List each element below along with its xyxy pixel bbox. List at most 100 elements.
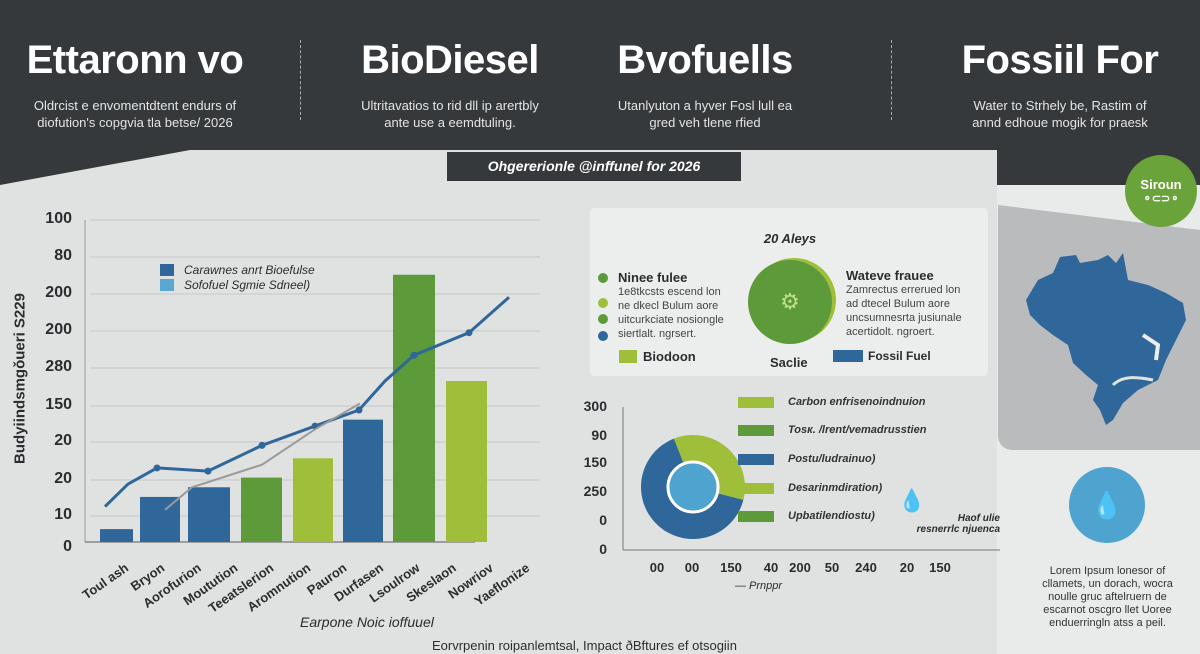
col-title: BioDiesel [361,38,539,82]
badge-label: Siroun [1140,177,1182,192]
water-drops-icon: 💧 [1069,467,1145,543]
chart-legend: Carawnes anrt Bioefulse Sofofuel Sgmie S… [160,262,315,292]
map-panel [998,205,1200,450]
x-tick-label: 200 [789,560,811,575]
divider [891,40,892,120]
bar [188,487,230,542]
text-line: cllamets, un dorach, wocra [1042,578,1173,590]
text-line: escarnot oscgro llet Uoree [1043,604,1172,616]
note-line: resnerrlc njuenca [916,524,1000,535]
card-title: 20 Aleys [763,231,817,246]
text-line: uitcurkciate nosiongle [618,314,724,326]
col-desc: Water to Strhely be, Rastim of [973,98,1147,113]
legend-label: Fossil Fuel [868,349,931,363]
x-tick-label: 50 [824,560,840,575]
legend-item: Carawnes anrt Bioefulse [160,262,315,277]
x-axis-title: Earpone Noic ioffuuel [300,614,434,630]
col-title: Bvofuells [617,38,793,82]
y-tick-label: 250 [583,483,607,499]
bar [393,274,435,542]
x-tick-label: 150 [929,560,951,575]
x-tick-label: 20 [899,560,915,575]
badge: Siroun ⚬⊂⊃⚬ [1125,155,1197,227]
header-col-fossil: Fossiil For Water to Strhely be, Rastim o… [935,38,1185,131]
line-point [153,464,161,472]
y-tick-label: 90 [591,427,607,443]
col-desc: Oldrcist e envomentdtent endurs of [33,98,237,113]
y-tick-label: 200 [45,321,72,338]
text-line: 1e8tkcsts escend lon [618,286,721,298]
card-left-title: Ninee fulee [618,270,688,285]
water-drop-icon: 💧 [898,488,926,513]
legend-label: Carbon enfrisenoindnuion [788,396,926,408]
x-tick-label: 00 [649,560,665,575]
header-col-biodiesel: BioDiesel Ultritavatios to rid dll ip are… [330,38,570,131]
donut-chart [622,407,1000,551]
x-tick-label: 150 [720,560,742,575]
bar [140,496,180,542]
x-axis-2-title: — Prnppr [735,580,783,592]
bar [100,529,133,542]
y-tick-label: 150 [45,396,72,413]
col-desc: diofution's copgvia tla betse/ 2026 [37,115,233,130]
col-desc: Ultritavatios to rid dll ip arertbly [361,98,539,113]
col-desc: ante use a eemdtuling. [384,115,516,130]
y-tick-label: 300 [583,398,607,414]
legend-label: Desarinmdiration) [788,482,883,494]
y-tick-label: 0 [63,538,72,555]
dot-icon [598,273,608,283]
y-tick-label: 80 [54,247,72,264]
bar [241,477,282,542]
header-col-ethanol: Ettaronn vo Oldrcist e envomentdtent endu… [10,38,260,131]
dot-icon [598,331,608,341]
brazil-map-icon [1026,253,1186,425]
legend-swatch [738,425,774,436]
y-tick-label: 200 [45,284,72,301]
header-col-biofuels: Bvofuells Utanlyuton a hyver Fosl lull ea… [590,38,820,131]
legend-swatch [738,397,774,408]
col-desc: gred veh tlene rfied [649,115,761,130]
legend-swatch [833,350,863,362]
y-tick-label: 20 [54,470,72,487]
right-text: Lorem Ipsum lonesor of cllamets, un dora… [1020,565,1195,630]
col-title: Ettaronn vo [26,38,244,82]
line-point [258,441,266,449]
center-label: Saclie [770,355,808,370]
text-line: acertidolt. ngroert. [846,326,935,338]
col-title: Fossiil For [961,38,1159,82]
line-point [465,329,473,337]
text-line: Lorem Ipsum lonesor of [1049,565,1166,577]
bar [343,419,383,542]
y-tick-label: 0 [599,512,607,528]
dot-icon [598,298,608,308]
y-tick-label: 10 [54,506,72,523]
chart-title-box: Ohgererionle @inffunel for 2026 [447,152,741,181]
text-line: ad dtecel Bulum aore [846,298,950,310]
molecule-icon: ⚬⊂⊃⚬ [1142,193,1180,205]
legend-item: Sofofuel Sgmie Sdneel) [160,277,315,292]
legend-label: Tosк. /lrent/vemadrusstien [788,424,927,436]
bar-line-chart [84,219,540,543]
legend-label: Upbatilendiostu) [788,510,875,522]
col-desc: Utanlyuton a hyver Fosl lull ea [617,98,793,113]
col-desc: annd edhoue mogik for praesk [972,115,1148,130]
bar [446,381,487,542]
text-line: siertlalt. ngrsert. [618,328,697,340]
legend-swatch [738,511,774,522]
legend-label: Biodoon [643,349,696,364]
y-tick-label: 150 [583,454,607,470]
note-line: Haof ulie [957,513,1000,524]
card-right-title: Wateve frauee [846,268,934,283]
y-tick-label: 0 [599,541,607,557]
globe-icon [666,460,720,514]
legend-swatch [738,483,774,494]
series-line [164,402,361,511]
y-tick-label: 20 [54,432,72,449]
x-tick-label: 240 [855,560,877,575]
water-note: Haof ulie resnerrlc njuenca [900,513,1000,535]
divider [300,40,301,120]
legend-label: Postu/ludrainuo) [788,453,876,465]
line-point [355,406,363,414]
text-line: noulle gruc aftelruern de [1048,591,1167,603]
text-line: Zamrectus errerued lon [846,284,961,296]
